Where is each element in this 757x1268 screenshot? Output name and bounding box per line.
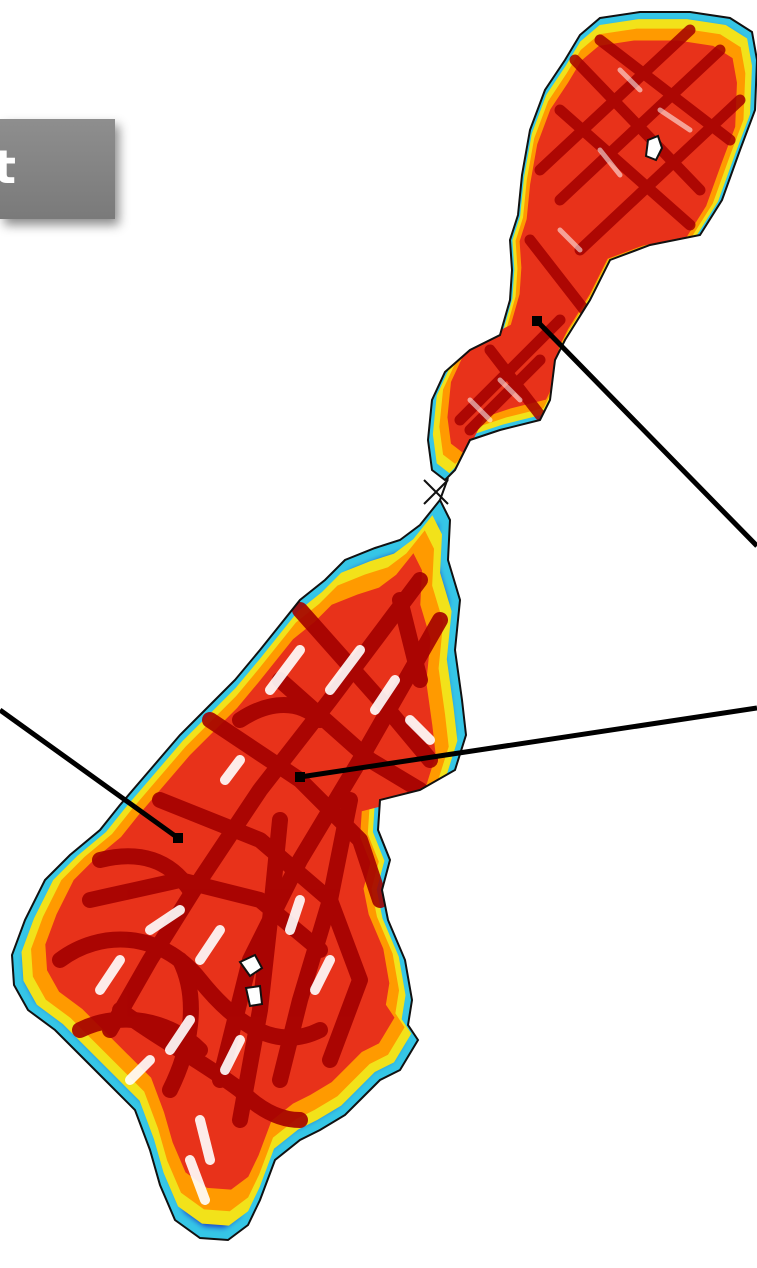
south-islet-2 [244, 984, 264, 1008]
pointer-lines [0, 316, 757, 843]
pointer-south-center [299, 705, 757, 780]
label-text: t [0, 140, 16, 194]
square-dot-icon [173, 833, 183, 843]
south-islet-1 [238, 953, 264, 978]
label-box: t [0, 119, 115, 219]
square-dot-icon [295, 772, 305, 782]
x-mark-icon [423, 479, 449, 505]
north-islet [644, 134, 664, 162]
square-dot-icon [532, 316, 542, 326]
north-lobe-heat [428, 12, 757, 480]
pointer-south-west [0, 707, 180, 841]
south-lobe-heat [12, 500, 466, 1240]
pointer-north [535, 319, 757, 548]
